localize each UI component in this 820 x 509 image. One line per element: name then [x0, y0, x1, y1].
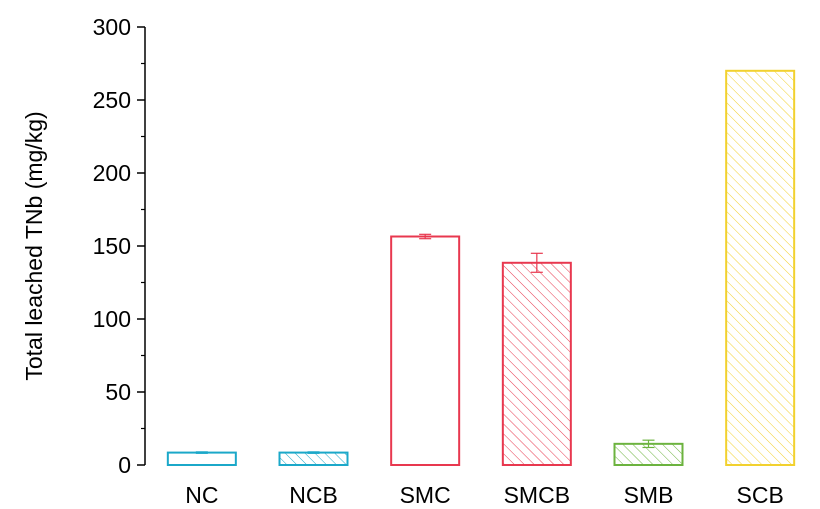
x-tick-label-ncb: NCB [289, 482, 338, 508]
bar-smc [390, 235, 461, 466]
bar-nc [166, 451, 237, 466]
y-tick-label: 200 [93, 160, 131, 186]
error-bars-group [195, 233, 655, 454]
x-tick-label-smcb: SMCB [504, 482, 570, 508]
y-tick-label: 300 [93, 14, 131, 40]
x-tick-label-smc: SMC [400, 482, 451, 508]
y-tick-label: 250 [93, 87, 131, 113]
y-tick-label: 150 [93, 233, 131, 259]
y-tick-label: 50 [105, 379, 131, 405]
y-axis-title: Total leached TNb (mg/kg) [21, 111, 47, 380]
bar-ncb [278, 451, 349, 466]
x-tick-label-scb: SCB [737, 482, 784, 508]
bars-group [166, 69, 796, 467]
x-ticks-group: NC NCB SMC SMCB SMB SCB [185, 482, 784, 508]
y-tick-label: 100 [93, 306, 131, 332]
x-tick-label-nc: NC [185, 482, 218, 508]
y-ticks-group: 0 50 100 150 200 250 300 [93, 14, 145, 478]
bar-scb [725, 69, 796, 467]
bar-smcb [501, 261, 572, 467]
y-tick-label: 0 [118, 452, 131, 478]
x-tick-label-smb: SMB [624, 482, 674, 508]
